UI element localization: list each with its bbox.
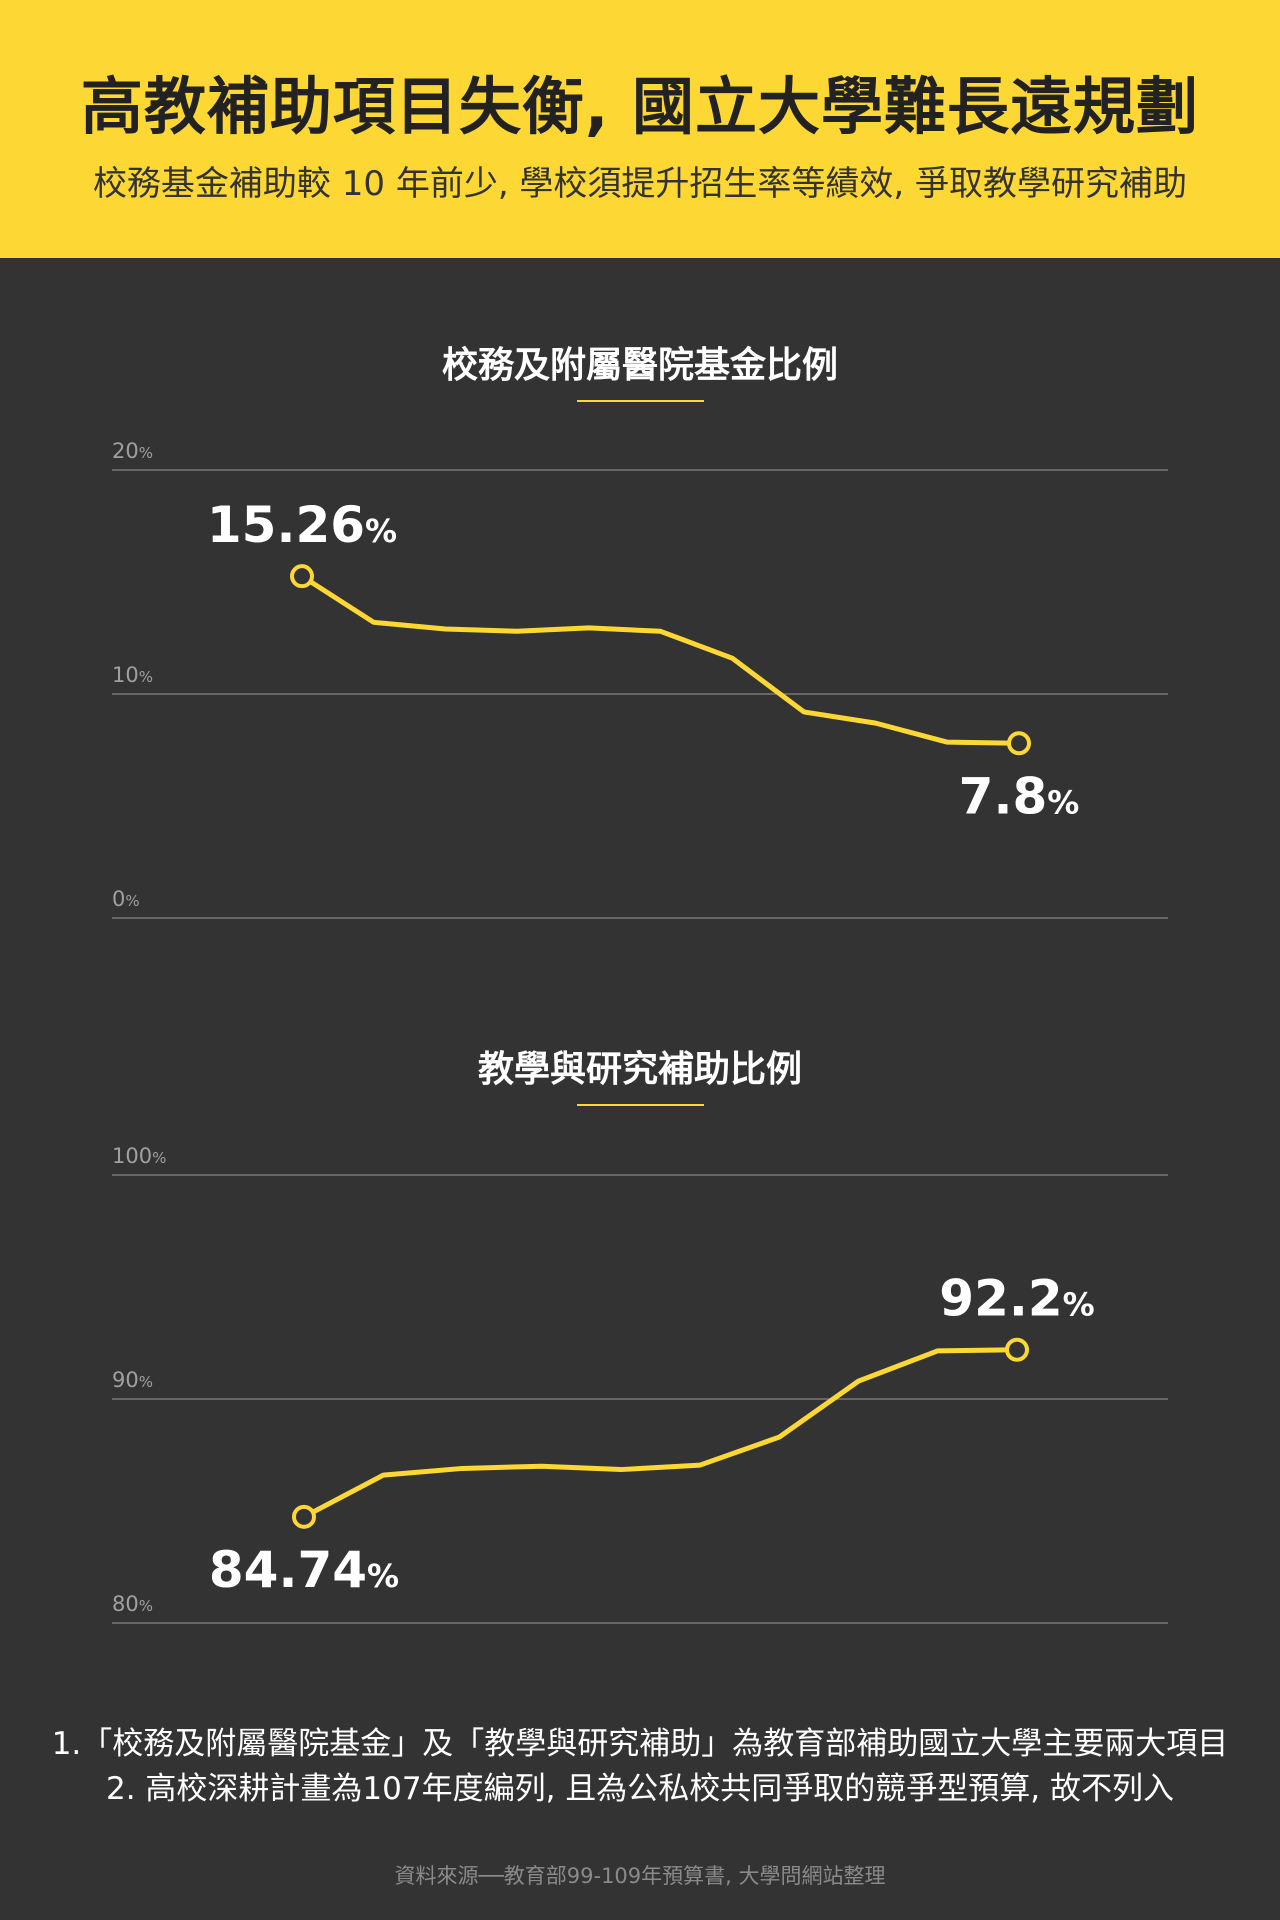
start-value-label: 15.26% (207, 496, 397, 554)
header-banner: 高教補助項目失衡, 國立大學難長遠規劃 校務基金補助較 10 年前少, 學校須提… (0, 0, 1280, 258)
page-subtitle: 校務基金補助較 10 年前少, 學校須提升招生率等績效, 爭取教學研究補助 (92, 164, 1188, 204)
chart-1-svg: 20% 10% 0% 15.26% 7.8% (112, 439, 1168, 919)
y-tick-label: 20% (112, 439, 153, 463)
chart-1-title: 校務及附屬醫院基金比例 (441, 345, 838, 386)
footnote-2: 2. 高校深耕計畫為107年度編列, 且為公私校共同爭取的競爭型預算, 故不列入 (105, 1771, 1174, 1807)
end-point-marker (1005, 1337, 1029, 1362)
y-tick-label: 10% (112, 663, 153, 687)
footnote-1: 1.「校務及附屬醫院基金」及「教學與研究補助」為教育部補助國立大學主要兩大項目 (51, 1726, 1229, 1762)
footnotes: 1.「校務及附屬醫院基金」及「教學與研究補助」為教育部補助國立大學主要兩大項目 … (0, 1722, 1280, 1812)
end-point-marker (1007, 731, 1031, 756)
series-line (301, 1347, 1020, 1520)
end-value-label: 7.8% (959, 767, 1080, 825)
y-tick-label: 80% (112, 1592, 153, 1616)
y-tick-label: 0% (112, 887, 140, 911)
start-point-marker (292, 1504, 316, 1529)
chart-2-svg: 100% 90% 80% 84.74% 92.2% (112, 1144, 1168, 1624)
chart-1-title-underline (577, 400, 704, 402)
y-tick-label: 100% (112, 1144, 166, 1168)
chart-2-title-underline (577, 1104, 704, 1106)
series-line (299, 573, 1022, 746)
start-point-marker (290, 564, 314, 589)
page-title: 高教補助項目失衡, 國立大學難長遠規劃 (80, 70, 1200, 143)
y-tick-label: 90% (112, 1368, 153, 1392)
source-credit: 資料來源──教育部99-109年預算書, 大學問網站整理 (394, 1864, 886, 1888)
start-value-label: 84.74% (209, 1541, 399, 1599)
end-value-label: 92.2% (939, 1270, 1094, 1328)
chart-2-title: 教學與研究補助比例 (477, 1049, 802, 1090)
